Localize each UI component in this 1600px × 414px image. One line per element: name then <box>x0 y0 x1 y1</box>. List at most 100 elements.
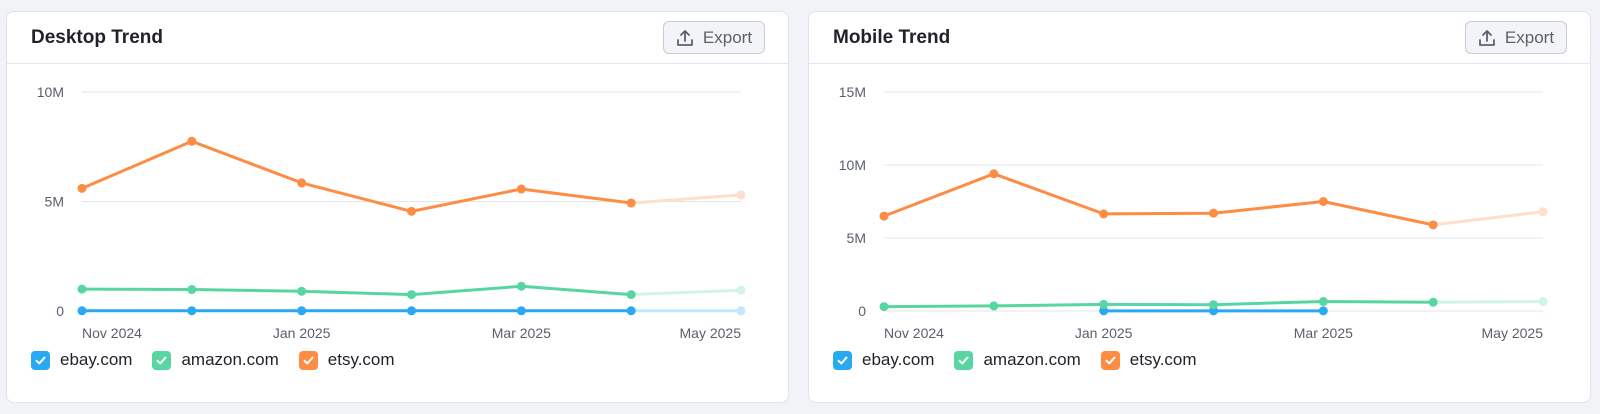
data-point <box>297 306 307 316</box>
card-title: Desktop Trend <box>31 27 163 48</box>
data-point <box>736 306 746 316</box>
upload-icon <box>1479 29 1495 46</box>
data-point <box>626 290 636 300</box>
series-line <box>80 139 633 213</box>
legend-item-amazon[interactable]: amazon.com <box>954 350 1081 370</box>
legend: ebay.com amazon.com etsy.com <box>31 350 415 370</box>
projection-line <box>629 193 743 205</box>
legend-item-ebay[interactable]: ebay.com <box>833 350 934 370</box>
export-label: Export <box>1504 27 1555 47</box>
data-point <box>626 198 636 208</box>
checkbox-icon[interactable] <box>152 350 172 370</box>
x-tick-label: Mar 2025 <box>1294 325 1353 341</box>
card-header: Mobile Trend Export <box>809 12 1590 64</box>
data-point <box>879 211 889 221</box>
data-point <box>516 281 526 291</box>
data-point <box>1099 306 1109 316</box>
projection-line <box>629 288 743 297</box>
data-point <box>989 301 999 311</box>
y-tick-label: 10M <box>839 157 866 173</box>
legend: ebay.com amazon.com etsy.com <box>833 350 1217 370</box>
card-header: Desktop Trend Export <box>7 12 788 64</box>
checkbox-icon[interactable] <box>1100 350 1120 370</box>
data-point <box>626 306 636 316</box>
data-point <box>879 302 889 312</box>
checkbox-icon[interactable] <box>31 350 50 370</box>
series-line <box>882 300 1435 309</box>
x-axis: Nov 2024 Jan 2025 Mar 2025 May 2025 <box>82 325 741 341</box>
data-point <box>187 136 197 146</box>
data-point <box>516 184 526 194</box>
checkbox-icon[interactable] <box>833 350 852 370</box>
legend-label: amazon.com <box>181 350 279 369</box>
y-tick-label: 10M <box>37 84 64 100</box>
desktop-trend-card: Desktop Trend Export 0 5M 10M Nov 2024 Jan 2… <box>6 11 789 403</box>
legend-item-ebay[interactable]: ebay.com <box>31 350 132 370</box>
export-label: Export <box>702 27 753 47</box>
legend-label: etsy.com <box>327 350 395 369</box>
data-point <box>297 286 307 296</box>
data-point <box>407 206 416 216</box>
data-point <box>736 285 746 295</box>
data-point <box>187 285 197 295</box>
data-point <box>1428 297 1438 307</box>
legend-item-amazon[interactable]: amazon.com <box>152 350 279 370</box>
series-amazon <box>879 297 1548 312</box>
data-point <box>77 306 87 316</box>
y-tick-label: 5M <box>45 194 64 210</box>
checkbox-icon[interactable] <box>298 350 318 370</box>
legend-label: amazon.com <box>983 350 1081 369</box>
export-button[interactable]: Export <box>663 21 765 54</box>
export-button[interactable]: Export <box>1465 21 1567 54</box>
data-point <box>1538 297 1548 307</box>
upload-icon <box>677 29 693 46</box>
data-point <box>1209 208 1218 218</box>
checkbox-icon[interactable] <box>954 350 974 370</box>
series-etsy <box>879 169 1548 230</box>
mobile-trend-chart: 0 5M 10M 15M Nov 2024 Jan 2025 Mar 2025 May 202… <box>839 84 1548 341</box>
data-point <box>1318 306 1328 316</box>
x-tick-label: Nov 2024 <box>82 325 142 341</box>
mobile-trend-card: Mobile Trend Export 0 5M 10M 15M Nov 2024 Jan… <box>808 11 1591 403</box>
data-point <box>407 306 416 316</box>
data-point <box>407 290 416 300</box>
data-point <box>1538 207 1548 217</box>
data-point <box>1099 209 1109 219</box>
series-ebay <box>1099 306 1328 316</box>
y-tick-label: 0 <box>56 303 64 319</box>
x-axis: Nov 2024 Jan 2025 Mar 2025 May 2025 <box>884 325 1543 341</box>
x-tick-label: Nov 2024 <box>884 325 944 341</box>
data-point <box>1099 299 1109 309</box>
y-axis: 0 5M 10M 15M <box>839 84 1543 319</box>
data-point <box>1318 297 1328 307</box>
legend-label: etsy.com <box>1129 350 1197 369</box>
data-point <box>77 183 87 193</box>
series-amazon <box>77 281 746 300</box>
data-point <box>187 306 197 316</box>
y-tick-label: 5M <box>847 230 866 246</box>
data-point <box>516 306 526 316</box>
data-point <box>989 169 999 179</box>
x-tick-label: Jan 2025 <box>273 325 331 341</box>
legend-item-etsy[interactable]: etsy.com <box>298 350 395 370</box>
projection-line <box>1431 300 1545 304</box>
legend-item-etsy[interactable]: etsy.com <box>1100 350 1197 370</box>
card-title: Mobile Trend <box>833 27 951 48</box>
data-point <box>736 190 746 200</box>
projection-line <box>1431 210 1545 227</box>
desktop-trend-chart: 0 5M 10M Nov 2024 Jan 2025 Mar 2025 May 2025 <box>37 84 746 341</box>
x-tick-label: May 2025 <box>680 325 742 341</box>
series-line <box>80 284 633 297</box>
series-etsy <box>77 136 746 216</box>
x-tick-label: May 2025 <box>1482 325 1544 341</box>
y-tick-label: 15M <box>839 84 866 100</box>
x-tick-label: Jan 2025 <box>1075 325 1133 341</box>
data-point <box>1209 300 1218 310</box>
data-point <box>1428 220 1438 230</box>
data-point <box>1318 197 1328 206</box>
legend-label: ebay.com <box>862 350 935 369</box>
data-point <box>77 284 87 294</box>
legend-label: ebay.com <box>60 350 133 369</box>
x-tick-label: Mar 2025 <box>492 325 551 341</box>
data-point <box>297 178 307 188</box>
